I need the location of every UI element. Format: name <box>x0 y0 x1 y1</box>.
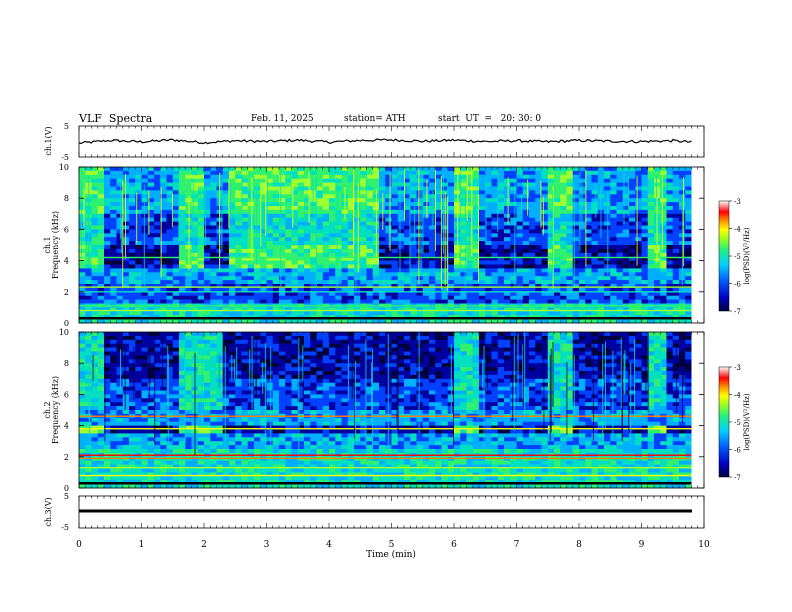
ch1-ytick: 4 <box>64 257 69 266</box>
ch1-ytick: 10 <box>59 163 69 172</box>
colorbar-tick-label: -5 <box>734 419 741 427</box>
ch2-ylabel-ch: ch.2 <box>43 401 52 418</box>
x-tick-label: 7 <box>514 540 520 550</box>
ch2-ytick: 0 <box>64 484 69 493</box>
ch2-spectrogram-image <box>79 332 704 489</box>
x-tick-label: 8 <box>576 540 582 550</box>
x-tick-label: 6 <box>451 540 457 550</box>
ch3-ytick-neg5: -5 <box>61 523 69 532</box>
x-tick-label: 9 <box>639 540 645 550</box>
ch1-waveform-line <box>78 138 692 145</box>
ch3-ytick-5: 5 <box>64 492 69 501</box>
start-time-label: start UT = 20: 30: 0 <box>438 114 542 124</box>
ch3-waveform-panel: 5 -5 ch.3(V) <box>44 492 705 532</box>
date-label: Feb. 11, 2025 <box>251 114 314 124</box>
ch1-ylabel-ch: ch.1 <box>43 236 52 253</box>
ch2-ytick: 10 <box>59 328 69 337</box>
x-tick-label: 5 <box>389 540 395 550</box>
ch2-ytick: 4 <box>64 422 69 431</box>
ch1-ytick-5: 5 <box>64 122 69 131</box>
colorbar-tick-label: -4 <box>734 392 741 400</box>
ch1-spectrogram-panel: 0 2 4 6 8 10 ch.1 Frequency (kHz) <box>43 163 705 328</box>
ch2-colorbar-gradient <box>718 366 730 478</box>
colorbar-tick-label: -7 <box>734 474 741 482</box>
station-label: station= ATH <box>344 114 406 124</box>
ch1-colorbar: -3 -4 -5 -6 -7 log(PSD)(V²/Hz) <box>718 198 751 316</box>
ch1-spectrogram-image <box>79 167 704 324</box>
ch1-ylabel-freq: Frequency (kHz) <box>51 211 60 279</box>
chart-title: VLF Spectra <box>79 112 153 125</box>
ch1-ylabel: ch.1(V) <box>44 126 53 155</box>
ch2-spectrogram-panel: 0 2 4 6 8 10 ch.2 Frequency (kHz) <box>43 328 705 493</box>
ch1-waveform-panel: 5 -5 ch.1(V) <box>44 122 705 162</box>
ch1-ytick: 0 <box>64 319 69 328</box>
ch2-ylabel-freq: Frequency (kHz) <box>51 376 60 444</box>
ch2-ytick: 8 <box>64 359 69 368</box>
ch2-colorbar: -3 -4 -5 -6 -7 log(PSD)(V²/Hz) <box>718 364 751 482</box>
colorbar-tick-label: -5 <box>734 253 741 261</box>
x-tick-label: 2 <box>201 540 207 550</box>
x-axis: 0 1 2 3 4 5 6 7 8 9 10 <box>76 126 710 550</box>
ch3-ylabel: ch.3(V) <box>44 497 53 526</box>
x-axis-label: Time (min) <box>366 549 416 560</box>
colorbar-tick-label: -6 <box>734 281 741 289</box>
ch2-ytick: 2 <box>64 453 69 462</box>
ch1-colorbar-label: log(PSD)(V²/Hz) <box>743 227 751 284</box>
x-tick-label: 10 <box>698 540 710 550</box>
colorbar-tick-label: -3 <box>734 198 741 206</box>
x-tick-label: 4 <box>326 540 332 550</box>
x-tick-label: 0 <box>76 540 82 550</box>
colorbar-tick-label: -4 <box>734 226 741 234</box>
ch1-ytick: 8 <box>64 194 69 203</box>
colorbar-tick-label: -7 <box>734 308 741 316</box>
x-tick-label: 1 <box>139 540 145 550</box>
x-tick-label: 3 <box>264 540 270 550</box>
ch2-colorbar-label: log(PSD)(V²/Hz) <box>743 393 751 450</box>
ch1-ytick: 2 <box>64 288 69 297</box>
ch1-colorbar-gradient <box>718 200 730 312</box>
ch1-ytick: 6 <box>64 225 69 234</box>
ch2-ytick: 6 <box>64 390 69 399</box>
ch1-ytick-neg5: -5 <box>61 153 69 162</box>
colorbar-tick-label: -3 <box>734 364 741 372</box>
colorbar-tick-label: -6 <box>734 447 741 455</box>
